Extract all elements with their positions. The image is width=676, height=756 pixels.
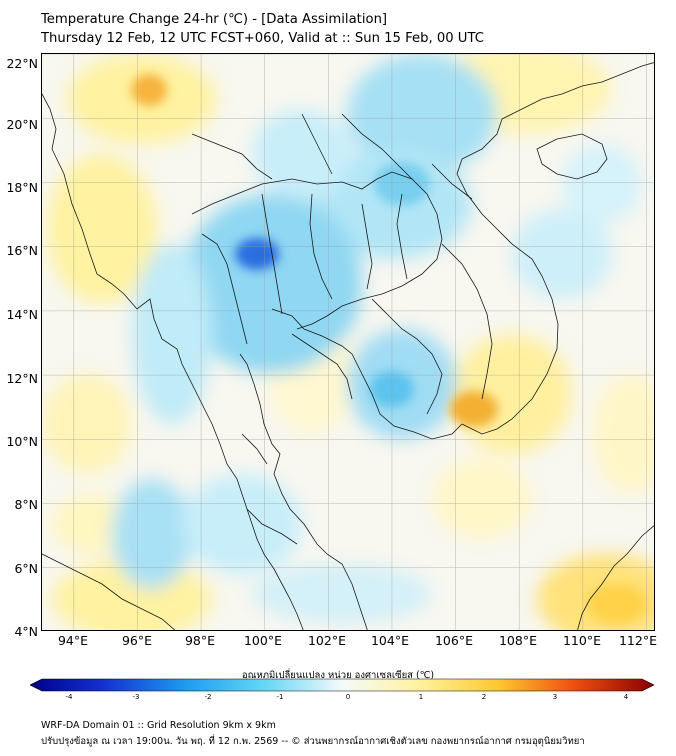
colorbar-tick--2: -2 (204, 693, 212, 701)
lat-label-6n: 6°N (14, 561, 38, 576)
colorbar-gradient (30, 678, 655, 692)
lon-label-112e: 112°E (618, 633, 657, 648)
lat-label-8n: 8°N (14, 497, 38, 512)
footer-model-info: WRF-DA Domain 01 :: Grid Resolution 9km … (41, 720, 276, 731)
colorbar-tick-4: 4 (623, 693, 629, 701)
lon-label-104e: 104°E (370, 633, 409, 648)
colorbar-tick--3: -3 (132, 693, 140, 701)
lat-label-18n: 18°N (6, 180, 38, 195)
lat-label-4n: 4°N (14, 624, 38, 639)
lon-label-106e: 106°E (434, 633, 473, 648)
colorbar (30, 678, 655, 692)
colorbar-tick-0: 0 (345, 693, 351, 701)
colorbar-tick-1: 1 (418, 693, 424, 701)
colorbar-title: อุณหภูมิเปลี่ยนแปลง หน่วย องศาเซลเซียส (… (241, 670, 435, 681)
lat-label-12n: 12°N (6, 371, 38, 386)
footer-credit: ปรับปรุงข้อมูล ณ เวลา 19:00น. วัน พฤ. ที… (41, 736, 585, 747)
lon-label-98e: 98°E (184, 633, 216, 648)
coastlines-and-borders (42, 62, 654, 630)
lat-label-22n: 22°N (6, 56, 38, 71)
temperature-field (42, 54, 654, 630)
colorbar-tick-2: 2 (481, 693, 487, 701)
lon-label-96e: 96°E (121, 633, 153, 648)
colorbar-tick-3: 3 (552, 693, 558, 701)
map-panel (41, 53, 655, 631)
lat-label-20n: 20°N (6, 117, 38, 132)
colorbar-tick--1: -1 (276, 693, 284, 701)
lon-label-94e: 94°E (57, 633, 89, 648)
lon-label-100e: 100°E (243, 633, 282, 648)
colorbar-tick--4: -4 (65, 693, 73, 701)
lon-label-110e: 110°E (562, 633, 601, 648)
graticule (42, 54, 654, 630)
lon-label-102e: 102°E (307, 633, 346, 648)
lon-label-108e: 108°E (498, 633, 537, 648)
map-title: Temperature Change 24-hr (℃) - [Data Ass… (41, 12, 388, 27)
lat-label-16n: 16°N (6, 243, 38, 258)
map-subtitle: Thursday 12 Feb, 12 UTC FCST+060, Valid … (41, 31, 484, 46)
temperature-change-map (42, 54, 654, 630)
lat-label-14n: 14°N (6, 307, 38, 322)
lat-label-10n: 10°N (6, 434, 38, 449)
